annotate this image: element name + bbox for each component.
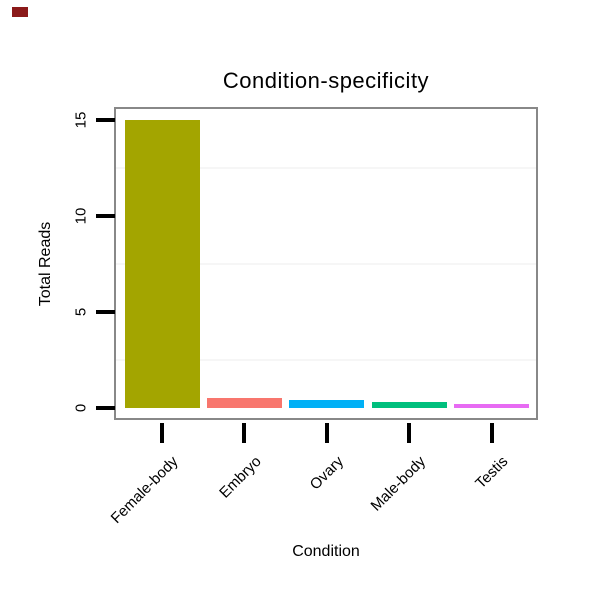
bar-female-body (124, 120, 200, 408)
bar-testis (454, 404, 530, 408)
bar-embryo (206, 398, 282, 408)
red-corner-mark (12, 7, 28, 17)
y-tick-label: 15 (72, 111, 90, 129)
y-tick-label: 10 (72, 207, 90, 225)
y-axis-tick (96, 214, 115, 218)
minor-gridline (116, 359, 536, 361)
x-category-label-ovary: Ovary (306, 453, 347, 494)
y-axis-tick (96, 118, 115, 122)
x-axis-tick (242, 423, 247, 443)
chart-title: Condition-specificity (222, 68, 430, 93)
x-axis-tick (160, 423, 164, 443)
x-axis-tick (324, 423, 329, 443)
bar-male-body (371, 402, 447, 408)
x-axis-tick (489, 423, 494, 443)
y-axis-tick (96, 406, 115, 410)
x-category-label-testis: Testis (472, 453, 512, 493)
x-axis-title: Condition (292, 543, 360, 560)
plot-area (114, 107, 538, 420)
minor-gridline (116, 167, 536, 169)
x-axis-tick (407, 423, 412, 443)
x-category-label-male-body: Male-body (367, 453, 430, 515)
y-tick-label: 0 (72, 403, 90, 413)
y-tick-label: 5 (72, 307, 90, 317)
minor-gridline (116, 263, 536, 265)
x-category-label-embryo: Embryo (215, 453, 265, 502)
x-category-label-female-body: Female-body (108, 453, 183, 527)
bar-ovary (289, 400, 365, 408)
y-axis-tick (96, 310, 115, 314)
y-axis-title: Total Reads (37, 221, 54, 307)
